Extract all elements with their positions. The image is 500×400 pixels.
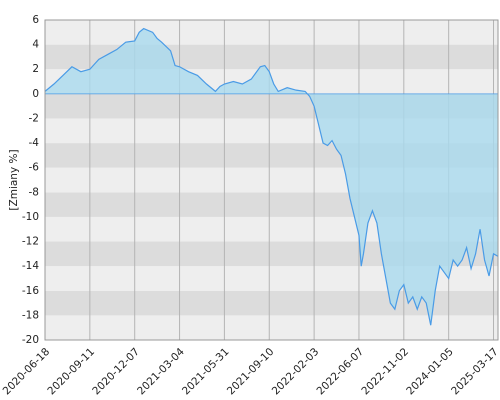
y-tick-label: 4 — [32, 39, 39, 51]
x-tick-label: 2022-02-03 — [270, 346, 322, 398]
y-tick-label: -20 — [22, 334, 39, 346]
x-tick-label: 2022-06-07 — [315, 346, 367, 398]
x-tick-label: 2022-11-02 — [359, 346, 411, 398]
plot-border — [44, 19, 499, 341]
y-tick-label: 2 — [32, 63, 39, 75]
x-tick-label: 2025-03-17 — [449, 346, 500, 398]
y-tick-label: -2 — [29, 112, 39, 124]
y-tick-label: -8 — [29, 186, 39, 198]
y-tick-label: -14 — [22, 260, 39, 272]
y-tick-label: 0 — [32, 88, 39, 100]
x-tick-label: 2021-05-31 — [180, 346, 232, 398]
band — [45, 315, 498, 340]
x-tick-label: 2020-06-18 — [1, 346, 53, 398]
y-axis-label: [Zmiany %] — [8, 149, 20, 210]
y-tick-label: -6 — [29, 162, 40, 174]
y-tick-label: -16 — [22, 285, 39, 297]
x-tick-label: 2020-12-07 — [90, 346, 142, 398]
y-tick-label: 6 — [32, 14, 39, 26]
line — [44, 27, 499, 326]
y-tick-label: -18 — [22, 309, 39, 321]
x-tick-label: 2021-09-10 — [225, 346, 277, 398]
x-tick-label: 2024-01-05 — [404, 346, 456, 398]
y-tick-label: -10 — [22, 211, 39, 223]
area-fill — [45, 28, 498, 326]
x-tick-label: 2020-09-11 — [45, 346, 97, 398]
y-tick-label: -4 — [29, 137, 40, 149]
x-tick-label: 2021-03-04 — [135, 346, 187, 398]
y-tick-label: -12 — [22, 236, 39, 248]
band — [45, 20, 498, 45]
